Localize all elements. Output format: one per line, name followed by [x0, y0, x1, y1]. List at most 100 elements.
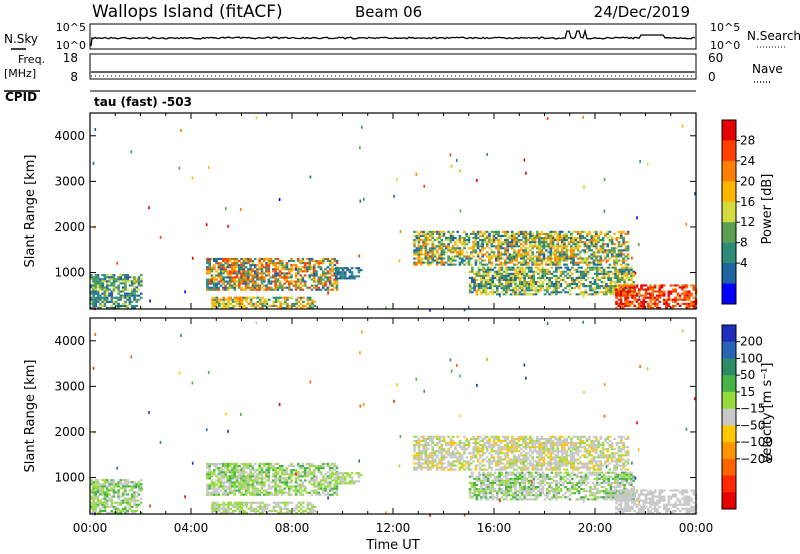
heatmap-cell: [346, 472, 349, 475]
heatmap-cell: [128, 292, 132, 295]
heatmap-cell: [218, 304, 221, 307]
heatmap-cell: [137, 280, 141, 283]
heatmap-cell: [249, 505, 253, 508]
heatmap-cell: [224, 462, 227, 465]
heatmap-cell: [249, 475, 252, 478]
heatmap-cell: [335, 489, 339, 492]
heatmap-cell: [602, 285, 606, 288]
heatmap-cell: [233, 505, 237, 508]
heatmap-cell: [608, 263, 612, 266]
heatmap-cell: [624, 241, 628, 244]
heatmap-cell: [341, 273, 345, 276]
heatmap-cell: [561, 289, 565, 292]
heatmap-cell: [531, 462, 534, 465]
heatmap-cell: [530, 268, 533, 271]
heatmap-cell: [586, 266, 590, 269]
heatmap-cell: [447, 442, 450, 445]
heatmap-cell: [260, 485, 264, 488]
heatmap-cell: [288, 282, 291, 285]
heatmap-cell: [213, 304, 217, 307]
heatmap-cell: [631, 284, 634, 287]
heatmap-cell: [510, 446, 514, 449]
heatmap-cell: [417, 241, 421, 244]
heatmap-cell: [435, 450, 439, 453]
freq-label: Freq.: [18, 53, 45, 66]
heatmap-cell: [217, 266, 221, 269]
heatmap-cell: [533, 442, 537, 445]
heatmap-cell: [256, 286, 259, 289]
heatmap-cell: [299, 491, 302, 494]
heatmap-cell: [460, 462, 464, 465]
heatmap-cell: [626, 294, 630, 297]
heatmap-cell: [523, 268, 526, 271]
heatmap-cell: [538, 462, 541, 465]
heatmap-cell: [110, 294, 114, 297]
heatmap-cell: [346, 277, 349, 280]
heatmap-cell: [433, 444, 437, 447]
heatmap-cell: [415, 261, 419, 264]
heatmap-cell: [619, 304, 623, 307]
heatmap-cell: [581, 237, 584, 240]
heatmap-cell: [426, 454, 430, 457]
heatmap-cell: [613, 247, 616, 250]
heatmap-cell: [481, 255, 484, 258]
heatmap-cell: [94, 284, 98, 287]
heatmap-cell: [510, 437, 514, 440]
heatmap-cell: [435, 454, 439, 457]
heatmap-cell: [533, 234, 537, 237]
heatmap-cell: [433, 458, 437, 461]
heatmap-cell: [247, 262, 250, 265]
heatmap-cell: [346, 269, 349, 272]
heatmap-cell: [431, 435, 434, 438]
heatmap-cell: [274, 501, 278, 504]
heatmap-cell: [260, 475, 264, 478]
heatmap-cell: [551, 261, 555, 264]
heatmap-cell: [219, 475, 223, 478]
heatmap-cell: [566, 272, 570, 275]
heatmap-cell: [290, 288, 293, 291]
heatmap-cell: [514, 291, 517, 294]
heatmap-cell: [281, 489, 284, 492]
heatmap-cell: [538, 247, 541, 250]
heatmap-cell: [509, 285, 513, 288]
heatmap-cell: [274, 483, 277, 486]
heatmap-cell: [609, 276, 613, 279]
heatmap-cell: [435, 464, 439, 467]
heatmap-cell: [140, 284, 143, 287]
heatmap-cell: [617, 298, 621, 301]
heatmap-cell: [554, 444, 557, 447]
heatmap-cell: [288, 491, 291, 494]
heatmap-cell: [315, 284, 318, 287]
heatmap-cell: [242, 262, 246, 265]
heatmap-cell: [295, 298, 298, 301]
heatmap-cell: [208, 469, 211, 472]
heatmap-cell: [606, 253, 609, 256]
heatmap-cell: [545, 261, 548, 264]
heatmap-cell: [649, 304, 652, 307]
heatmap-cell: [429, 249, 432, 252]
heatmap-cell: [592, 253, 596, 256]
heatmap-cell: [510, 230, 514, 233]
heatmap-cell: [283, 276, 286, 279]
heatmap-cell: [267, 280, 271, 283]
heatmap-cell: [272, 473, 275, 476]
heatmap-cell: [244, 489, 248, 492]
heatmap-cell: [631, 294, 634, 297]
heatmap-cell: [554, 442, 557, 445]
heatmap-cell: [485, 442, 489, 445]
heatmap-cell: [334, 275, 338, 278]
heatmap-cell: [622, 257, 625, 260]
heatmap-cell: [449, 462, 453, 465]
heatmap-cell: [616, 274, 620, 277]
heatmap-cell: [602, 270, 606, 273]
heatmap-cell: [253, 485, 257, 488]
heatmap-cell: [334, 267, 338, 270]
heatmap-cell: [228, 477, 232, 480]
heatmap-cell: [226, 286, 230, 289]
heatmap-cell: [483, 259, 487, 262]
heatmap-cell: [558, 239, 562, 242]
heatmap-cell: [595, 257, 598, 260]
heatmap-cell: [558, 460, 562, 463]
heatmap-cell: [451, 464, 455, 467]
heatmap-cell: [222, 266, 225, 269]
